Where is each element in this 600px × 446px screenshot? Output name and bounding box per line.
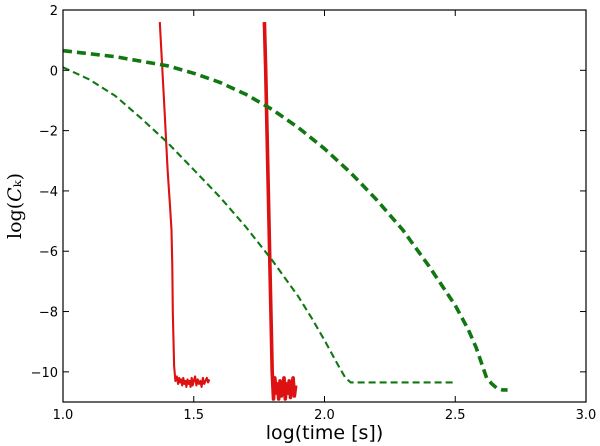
y-tick-label: 2 <box>50 4 58 19</box>
y-tick-label: −10 <box>31 366 58 381</box>
plot-frame <box>62 9 587 403</box>
x-tick-label: 1.5 <box>183 408 204 423</box>
x-tick-label: 1.0 <box>53 408 74 423</box>
x-axis-label: log(time [s]) <box>266 422 383 444</box>
x-tick-label: 3.0 <box>576 408 597 423</box>
y-axis-label: log(𝐶ₖ) <box>4 173 26 239</box>
y-tick-label: −6 <box>39 245 58 260</box>
y-tick-label: −4 <box>39 185 58 200</box>
x-tick-label: 2.5 <box>445 408 466 423</box>
x-tick-label: 2.0 <box>314 408 335 423</box>
series-line-4 <box>63 48 508 392</box>
series-layer <box>63 22 508 401</box>
y-tick-label: −2 <box>39 125 58 140</box>
y-tick-label: −8 <box>39 306 58 321</box>
y-tick-label: 0 <box>50 64 58 79</box>
series-line-3 <box>63 66 456 384</box>
series-line-2 <box>262 22 298 401</box>
y-axis-ticks: 2 0 −2 −4 −6 −8 −10 <box>31 4 586 381</box>
x-axis-ticks: 1.0 1.5 2.0 2.5 3.0 <box>53 10 597 423</box>
series-line-1 <box>158 22 211 388</box>
